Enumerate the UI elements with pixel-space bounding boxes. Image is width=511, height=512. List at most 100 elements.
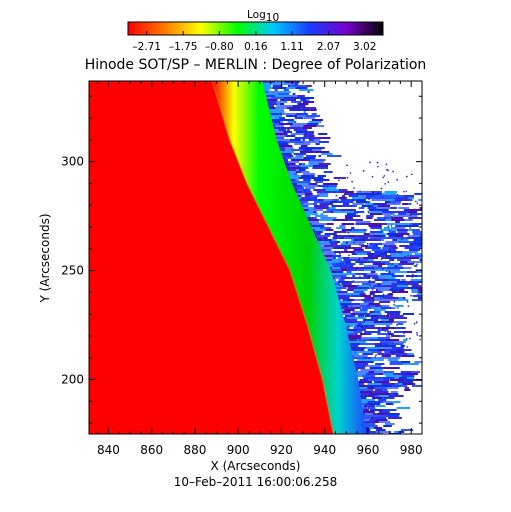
off-limb-cell — [411, 289, 418, 291]
off-limb-cell — [363, 429, 371, 431]
off-limb-cell — [372, 275, 379, 277]
off-limb-cell — [382, 243, 395, 245]
off-limb-dot — [405, 190, 408, 193]
off-limb-cell — [311, 177, 324, 179]
off-limb-cell — [400, 335, 406, 337]
off-limb-cell — [290, 185, 303, 187]
off-limb-cell — [294, 143, 311, 145]
off-limb-cell — [402, 251, 418, 253]
off-limb-cell — [357, 259, 361, 261]
off-limb-cell — [381, 327, 396, 329]
off-limb-cell — [341, 195, 346, 197]
off-limb-cell — [375, 389, 384, 391]
off-limb-cell — [396, 317, 408, 319]
off-limb-cell — [329, 241, 336, 243]
off-limb-cell — [273, 121, 281, 123]
off-limb-cell — [366, 265, 379, 267]
off-limb-cell — [364, 269, 380, 271]
off-limb-cell — [361, 417, 371, 419]
off-limb-cell — [302, 189, 311, 191]
off-limb-cell — [388, 279, 401, 281]
off-limb-cell — [310, 159, 326, 161]
off-limb-cell — [414, 245, 422, 247]
off-limb-cell — [260, 83, 273, 85]
off-limb-cell — [335, 205, 341, 207]
off-limb-cell — [419, 207, 422, 209]
off-limb-cell — [332, 259, 339, 261]
off-limb-cell — [394, 431, 399, 433]
off-limb-cell — [391, 347, 404, 349]
off-limb-cell — [396, 211, 408, 213]
off-limb-cell — [384, 339, 400, 341]
off-limb-cell — [346, 271, 350, 273]
off-limb-cell — [286, 107, 301, 109]
off-limb-cell — [333, 235, 338, 237]
off-limb-dot — [368, 280, 371, 282]
off-limb-cell — [283, 165, 291, 167]
off-limb-cell — [362, 353, 373, 355]
off-limb-cell — [263, 95, 276, 97]
off-limb-cell — [291, 101, 302, 103]
off-limb-cell — [332, 219, 349, 221]
off-limb-cell — [414, 253, 422, 255]
off-limb-dot — [396, 179, 398, 181]
off-limb-cell — [362, 363, 369, 365]
off-limb-cell — [303, 141, 318, 143]
off-limb-dot — [348, 216, 351, 219]
off-limb-cell — [404, 219, 413, 221]
off-limb-cell — [388, 343, 404, 345]
off-limb-cell — [377, 331, 381, 333]
off-limb-cell — [318, 163, 331, 165]
off-limb-cell — [343, 323, 358, 325]
off-limb-dot — [346, 242, 348, 244]
off-limb-cell — [282, 155, 286, 157]
off-limb-cell — [295, 113, 308, 115]
off-limb-cell — [371, 283, 377, 285]
off-limb-cell — [356, 191, 372, 193]
off-limb-cell — [354, 371, 369, 373]
off-limb-cell — [330, 243, 338, 245]
off-limb-cell — [333, 289, 342, 291]
y-axis-ticks: 200 250 300 — [61, 95, 422, 424]
off-limb-cell — [370, 313, 382, 315]
off-limb-cell — [295, 87, 308, 89]
off-limb-dot — [409, 218, 411, 220]
off-limb-dot — [419, 338, 421, 341]
off-limb-cell — [291, 167, 302, 169]
off-limb-cell — [282, 161, 288, 163]
limb-line — [211, 81, 335, 434]
off-limb-cell — [385, 219, 392, 221]
off-limb-cell — [367, 407, 376, 409]
off-limb-cell — [316, 125, 325, 127]
off-limb-cell — [375, 311, 381, 313]
off-limb-cell — [350, 313, 356, 315]
off-limb-cell — [281, 149, 286, 151]
off-limb-cell — [359, 263, 364, 265]
off-limb-cell — [293, 99, 296, 101]
off-limb-cell — [288, 141, 304, 143]
off-limb-cell — [306, 221, 319, 223]
off-limb-cell — [372, 263, 386, 265]
off-limb-cell — [400, 345, 405, 347]
off-limb-dot — [392, 333, 394, 336]
off-limb-cell — [403, 267, 412, 269]
off-limb-cell — [305, 85, 312, 87]
off-limb-cell — [357, 329, 367, 331]
off-limb-dot — [362, 236, 365, 239]
off-limb-cell — [372, 235, 383, 237]
off-limb-cell — [375, 363, 385, 365]
off-limb-cell — [372, 245, 379, 247]
off-limb-cell — [290, 125, 304, 127]
off-limb-cell — [407, 255, 410, 257]
off-limb-cell — [389, 353, 397, 355]
off-limb-cell — [351, 357, 363, 359]
off-limb-cell — [385, 315, 390, 317]
off-limb-cell — [374, 251, 384, 253]
off-limb-dot — [341, 271, 343, 274]
off-limb-dot — [403, 190, 405, 193]
off-limb-dot — [352, 280, 355, 282]
off-limb-cell — [388, 235, 394, 237]
off-limb-cell — [340, 209, 356, 211]
off-limb-cell — [367, 383, 382, 385]
off-limb-cell — [262, 91, 269, 93]
